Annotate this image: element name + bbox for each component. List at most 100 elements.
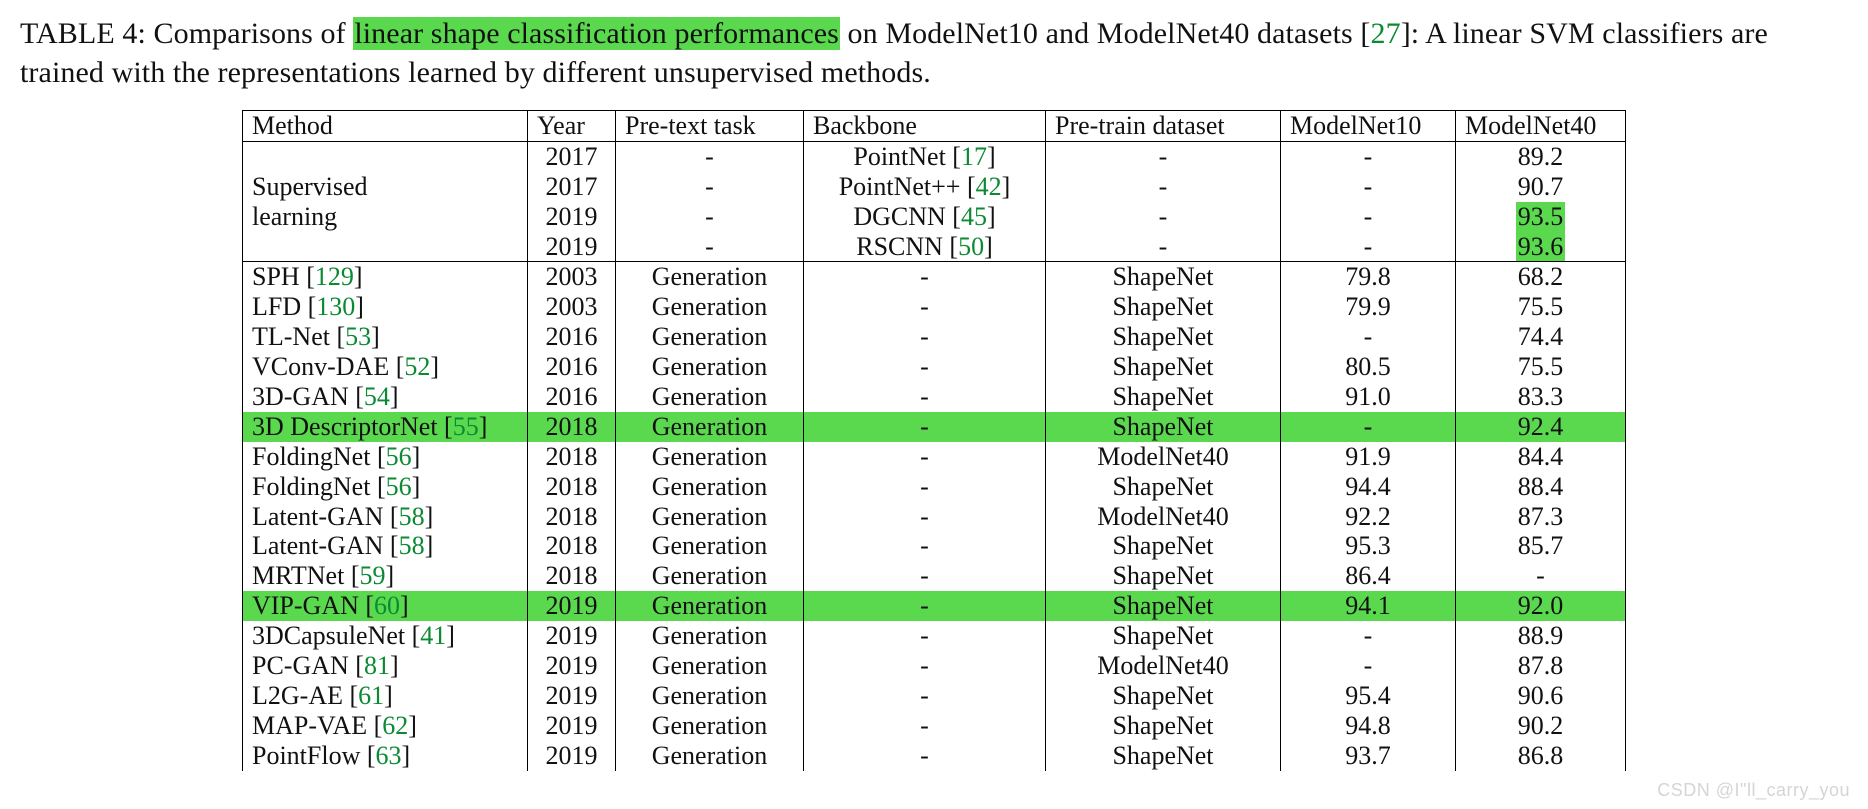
cell-year: 2019 [528, 232, 616, 262]
cell-task: Generation [616, 352, 804, 382]
cell-year: 2019 [528, 681, 616, 711]
cell-dataset: ModelNet40 [1046, 651, 1281, 681]
cell-task: - [616, 202, 804, 232]
cell-mn40: 74.4 [1456, 322, 1626, 352]
cell-mn10: 86.4 [1281, 561, 1456, 591]
cell-task: - [616, 172, 804, 202]
citation: 63 [376, 741, 402, 770]
cell-backbone: - [804, 262, 1046, 292]
cell-method: MAP-VAE [62] [243, 711, 528, 741]
cell-backbone: - [804, 322, 1046, 352]
table-caption: TABLE 4: Comparisons of linear shape cla… [20, 14, 1848, 92]
cell-method: MRTNet [59] [243, 561, 528, 591]
cell-task: Generation [616, 322, 804, 352]
citation: 50 [958, 232, 984, 261]
cell-backbone: - [804, 502, 1046, 532]
cell-dataset: ShapeNet [1046, 412, 1281, 442]
value-highlight: 93.5 [1516, 202, 1566, 232]
cell-backbone: - [804, 621, 1046, 651]
cell-mn40: 90.2 [1456, 711, 1626, 741]
citation: 42 [976, 172, 1002, 201]
table-row: Latent-GAN [58]2018Generation-ShapeNet95… [243, 531, 1626, 561]
cell-dataset: ShapeNet [1046, 561, 1281, 591]
cell-method: PC-GAN [81] [243, 651, 528, 681]
table-row: PointFlow [63]2019Generation-ShapeNet93.… [243, 741, 1626, 771]
cell-backbone: - [804, 681, 1046, 711]
table-row: Supervisedlearning2017-PointNet [17]--89… [243, 141, 1626, 171]
cell-dataset: - [1046, 232, 1281, 262]
cell-method: 3D DescriptorNet [55] [243, 412, 528, 442]
cell-task: Generation [616, 292, 804, 322]
cell-year: 2018 [528, 412, 616, 442]
value-highlight: 93.6 [1516, 232, 1566, 262]
cell-year: 2019 [528, 651, 616, 681]
watermark: CSDN @I"ll_carry_you [1657, 780, 1850, 801]
col-dataset: Pre-train dataset [1046, 111, 1281, 142]
cell-dataset: ModelNet40 [1046, 442, 1281, 472]
cell-year: 2003 [528, 262, 616, 292]
caption-mid: on ModelNet10 and ModelNet40 datasets [ [840, 17, 1371, 50]
citation: 41 [420, 621, 446, 650]
caption-cite: 27 [1371, 17, 1401, 50]
cell-mn40: 68.2 [1456, 262, 1626, 292]
comparison-table: Method Year Pre-text task Backbone Pre-t… [242, 110, 1626, 771]
cell-mn10: 91.0 [1281, 382, 1456, 412]
cell-task: Generation [616, 472, 804, 502]
cell-backbone: - [804, 561, 1046, 591]
cell-method: TL-Net [53] [243, 322, 528, 352]
cell-task: Generation [616, 741, 804, 771]
citation: 62 [382, 711, 408, 740]
cell-method: PointFlow [63] [243, 741, 528, 771]
page: TABLE 4: Comparisons of linear shape cla… [0, 0, 1868, 809]
cell-mn10: 91.9 [1281, 442, 1456, 472]
cell-year: 2019 [528, 591, 616, 621]
cell-task: Generation [616, 561, 804, 591]
cell-dataset: ShapeNet [1046, 681, 1281, 711]
cell-mn40: 89.2 [1456, 141, 1626, 171]
citation: 58 [399, 502, 425, 531]
cell-backbone: - [804, 382, 1046, 412]
citation: 130 [316, 292, 355, 321]
cell-year: 2016 [528, 322, 616, 352]
cell-mn10: 95.3 [1281, 531, 1456, 561]
cell-mn10: - [1281, 412, 1456, 442]
cell-dataset: ShapeNet [1046, 741, 1281, 771]
citation: 61 [358, 681, 384, 710]
cell-mn40: 87.3 [1456, 502, 1626, 532]
cell-mn40: 92.4 [1456, 412, 1626, 442]
cell-mn10: 94.4 [1281, 472, 1456, 502]
cell-mn40: 87.8 [1456, 651, 1626, 681]
cell-dataset: ShapeNet [1046, 322, 1281, 352]
col-mn40: ModelNet40 [1456, 111, 1626, 142]
table-row: 3DCapsuleNet [41]2019Generation-ShapeNet… [243, 621, 1626, 651]
cell-mn40: 90.6 [1456, 681, 1626, 711]
cell-year: 2019 [528, 741, 616, 771]
cell-task: Generation [616, 711, 804, 741]
table-row: 3D DescriptorNet [55]2018Generation-Shap… [243, 412, 1626, 442]
supervised-label-line: Supervised [252, 172, 518, 202]
cell-dataset: - [1046, 172, 1281, 202]
supervised-group-cell: Supervisedlearning [243, 141, 528, 262]
cell-method: FoldingNet [56] [243, 442, 528, 472]
cell-task: - [616, 141, 804, 171]
cell-backbone: - [804, 292, 1046, 322]
table-row: FoldingNet [56]2018Generation-ModelNet40… [243, 442, 1626, 472]
citation: 17 [961, 142, 987, 171]
cell-backbone: - [804, 412, 1046, 442]
cell-task: Generation [616, 531, 804, 561]
cell-backbone: - [804, 591, 1046, 621]
citation: 81 [364, 651, 390, 680]
table-row: TL-Net [53]2016Generation-ShapeNet-74.4 [243, 322, 1626, 352]
cell-year: 2003 [528, 292, 616, 322]
cell-task: Generation [616, 591, 804, 621]
cell-method: VConv-DAE [52] [243, 352, 528, 382]
citation: 52 [404, 352, 430, 381]
cell-method: FoldingNet [56] [243, 472, 528, 502]
cell-dataset: ModelNet40 [1046, 502, 1281, 532]
cell-mn40: 90.7 [1456, 172, 1626, 202]
cell-mn10: - [1281, 621, 1456, 651]
table-row: FoldingNet [56]2018Generation-ShapeNet94… [243, 472, 1626, 502]
cell-mn10: 80.5 [1281, 352, 1456, 382]
cell-mn40: 83.3 [1456, 382, 1626, 412]
cell-method: LFD [130] [243, 292, 528, 322]
